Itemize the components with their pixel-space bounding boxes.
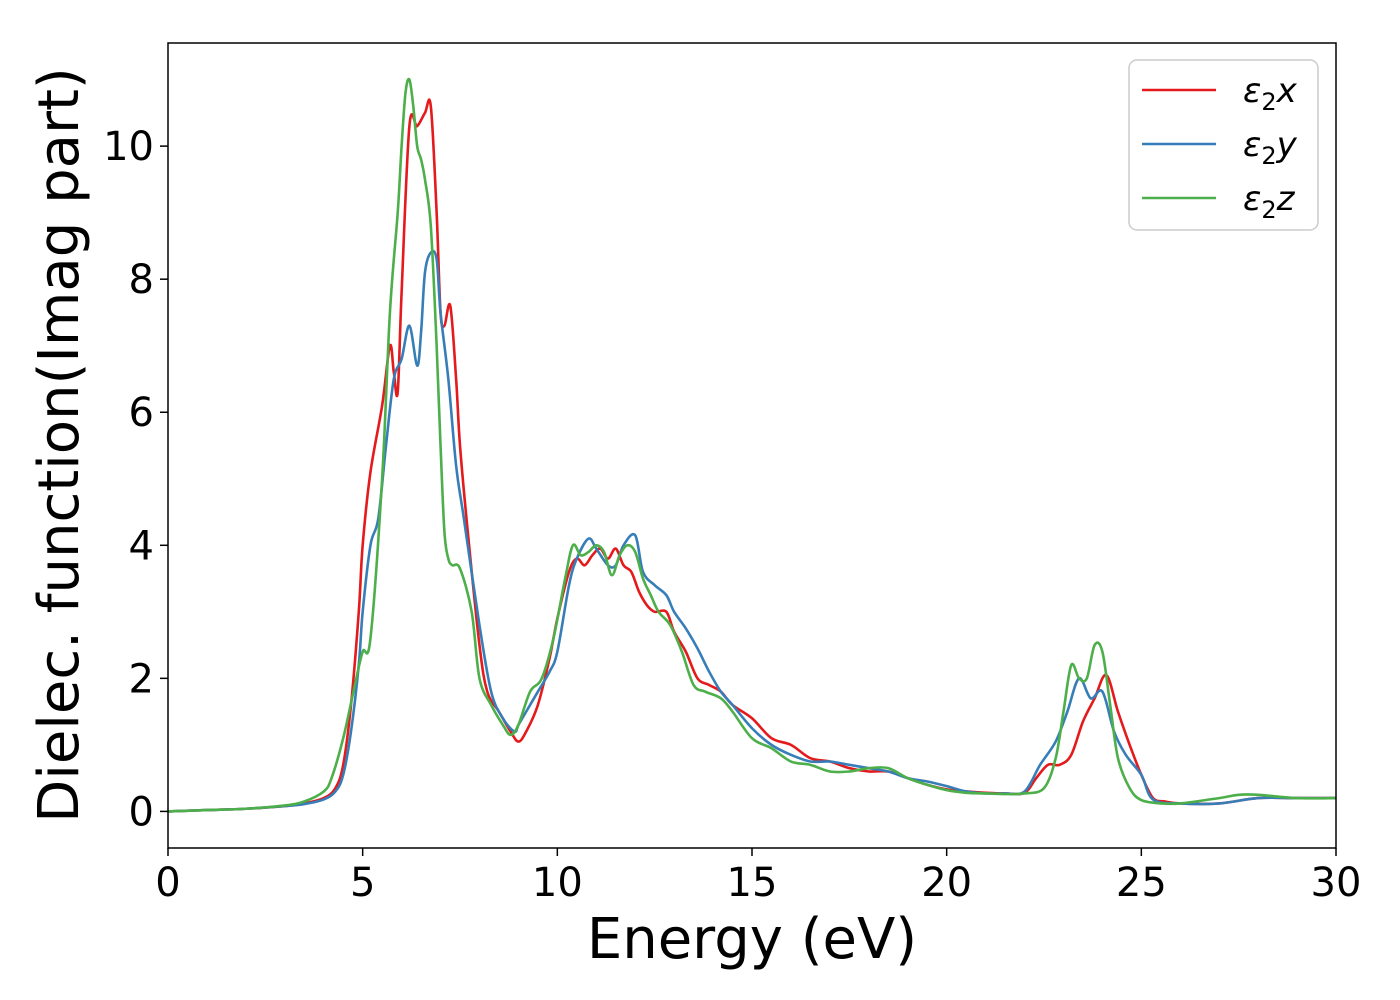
y-axis-label: Dielec. function(Imag part) <box>27 67 92 823</box>
legend: ε2x ε2y ε2z <box>1128 59 1319 231</box>
legend-label-z: ε2z <box>1243 179 1296 224</box>
x-tick-label: 10 <box>532 860 583 906</box>
y-tick-label: 0 <box>129 789 154 835</box>
x-axis-label: Energy (eV) <box>587 907 917 972</box>
y-tick-label: 2 <box>129 656 154 702</box>
legend-label-x: ε2x <box>1243 71 1298 116</box>
x-tick-label: 15 <box>727 860 778 906</box>
series-line-y <box>168 249 1336 813</box>
x-tick-label: 25 <box>1116 860 1167 906</box>
y-tick-label: 8 <box>129 257 154 303</box>
x-axis: 0 5 10 15 20 25 30 <box>155 848 1361 906</box>
series-layer <box>168 77 1336 813</box>
x-tick-label: 20 <box>921 860 972 906</box>
x-tick-label: 5 <box>350 860 375 906</box>
x-tick-label: 0 <box>155 860 180 906</box>
y-tick-label: 6 <box>129 390 154 436</box>
y-axis: 0 2 4 6 8 10 <box>103 124 168 835</box>
series-line-z <box>168 77 1336 813</box>
legend-box <box>1128 59 1319 231</box>
y-tick-label: 4 <box>129 523 154 569</box>
series-line-x <box>168 98 1336 813</box>
x-tick-label: 30 <box>1311 860 1362 906</box>
y-tick-label: 10 <box>103 124 154 170</box>
legend-label-y: ε2y <box>1243 125 1298 170</box>
